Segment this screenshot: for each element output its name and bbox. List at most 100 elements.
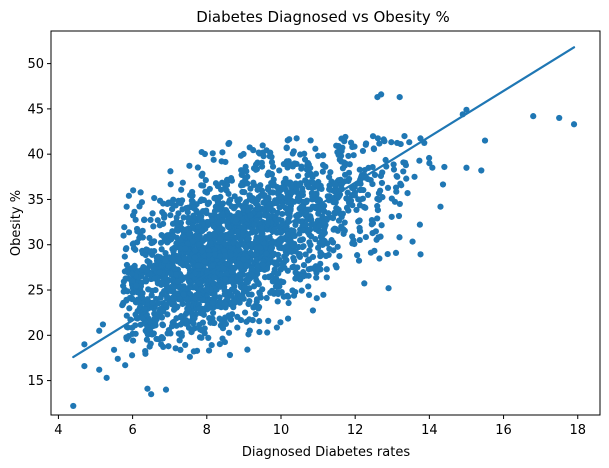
data-point <box>398 182 405 189</box>
data-point <box>274 270 281 277</box>
data-point <box>279 184 286 191</box>
data-point <box>260 153 267 160</box>
data-point <box>255 149 262 156</box>
data-point <box>378 222 385 229</box>
data-point <box>225 329 233 336</box>
data-point <box>388 139 395 146</box>
data-point <box>148 331 156 338</box>
data-point <box>354 252 361 259</box>
data-point <box>227 196 234 203</box>
data-point <box>312 145 319 152</box>
data-point <box>409 238 416 245</box>
data-point <box>143 246 150 253</box>
data-point <box>198 148 205 156</box>
data-point <box>81 341 88 348</box>
data-point <box>153 254 160 261</box>
data-point <box>384 184 392 191</box>
data-point <box>162 257 169 264</box>
data-point <box>263 250 270 257</box>
data-point <box>190 348 197 355</box>
data-point <box>158 246 165 253</box>
data-point <box>134 289 141 296</box>
data-point <box>241 309 249 316</box>
data-point <box>269 189 277 196</box>
data-point <box>219 211 226 218</box>
data-point <box>278 244 286 251</box>
data-point <box>298 287 305 294</box>
x-tick-label: 6 <box>128 423 136 438</box>
data-point <box>305 283 312 290</box>
data-point <box>277 229 285 236</box>
data-point <box>570 121 578 128</box>
data-point <box>250 181 258 189</box>
data-point <box>156 269 163 276</box>
data-point <box>168 206 176 213</box>
data-point <box>263 294 270 302</box>
data-point <box>272 260 279 268</box>
data-point <box>350 237 357 244</box>
data-point <box>294 264 301 271</box>
data-point <box>234 313 241 320</box>
data-point <box>394 139 401 147</box>
data-point <box>162 386 170 393</box>
data-point <box>211 195 218 202</box>
data-point <box>177 346 184 353</box>
data-point <box>173 219 181 226</box>
data-point <box>556 114 563 122</box>
data-point <box>211 274 218 281</box>
data-point <box>376 140 383 147</box>
data-point <box>347 139 355 146</box>
data-point <box>284 137 291 144</box>
data-point <box>177 237 184 244</box>
data-point <box>292 248 299 255</box>
data-point <box>356 166 363 173</box>
data-point <box>243 318 250 325</box>
data-point <box>122 275 129 282</box>
data-point <box>329 239 337 246</box>
data-point <box>259 142 266 149</box>
data-point <box>132 216 139 223</box>
data-point <box>307 137 314 144</box>
data-point <box>149 210 156 217</box>
data-point <box>264 219 271 226</box>
data-point <box>250 283 258 290</box>
data-point <box>346 161 353 168</box>
data-point <box>285 161 293 168</box>
data-point <box>368 221 375 228</box>
data-point <box>221 338 228 346</box>
data-point <box>168 270 175 277</box>
data-point <box>300 198 307 205</box>
data-point <box>151 275 158 282</box>
data-point <box>263 196 270 204</box>
y-tick-label: 35 <box>27 193 44 208</box>
data-point <box>114 355 121 362</box>
data-point <box>151 194 158 202</box>
data-point <box>437 203 444 210</box>
data-point <box>276 256 283 263</box>
data-point <box>184 301 192 308</box>
data-point <box>161 212 168 219</box>
data-point <box>426 154 433 162</box>
data-point <box>374 202 381 210</box>
data-point <box>256 318 263 325</box>
data-point <box>373 236 380 243</box>
data-point <box>148 292 155 299</box>
data-point <box>182 341 189 349</box>
data-point <box>400 168 407 175</box>
data-point <box>192 283 199 290</box>
data-point <box>215 219 222 226</box>
data-point <box>392 184 400 191</box>
data-point <box>167 181 174 188</box>
data-point <box>195 223 202 230</box>
data-point <box>258 159 265 166</box>
data-point <box>265 317 272 324</box>
data-point <box>130 187 137 194</box>
data-point <box>164 232 171 239</box>
x-tick-label: 10 <box>273 423 290 438</box>
data-point <box>190 319 197 327</box>
data-point <box>251 221 258 228</box>
data-point <box>233 216 240 223</box>
y-tick-label: 45 <box>27 102 44 117</box>
data-point <box>274 289 281 296</box>
data-point <box>350 152 357 159</box>
